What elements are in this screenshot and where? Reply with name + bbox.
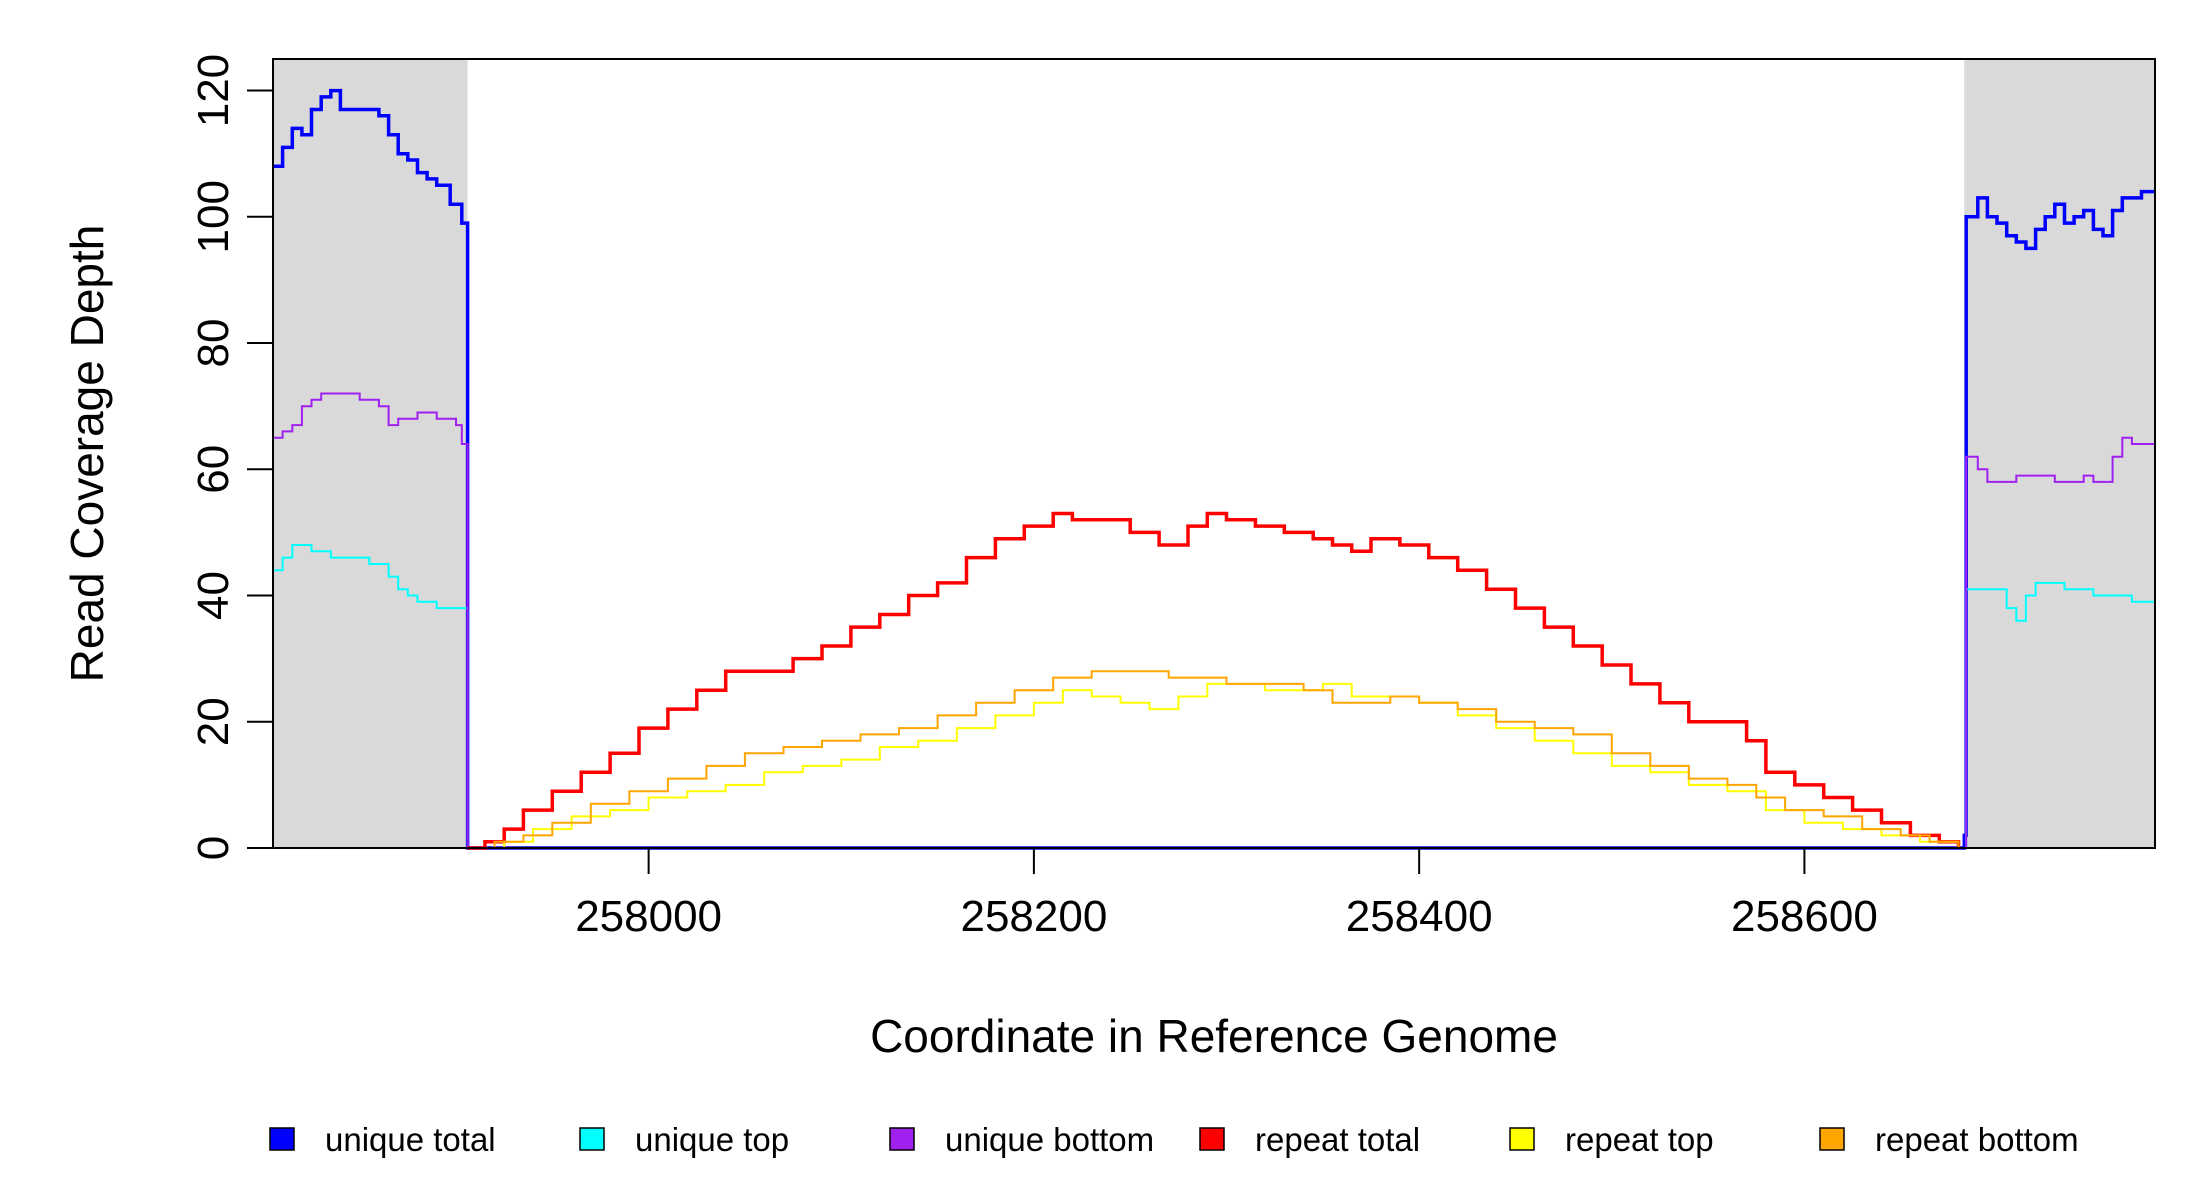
y-tick-label: 100	[189, 180, 238, 253]
shaded-region-1	[273, 59, 468, 848]
legend-swatch-unique-total	[269, 1127, 295, 1151]
series-line-unique-bottom	[273, 392, 2156, 849]
y-axis-title: Read Coverage Depth	[61, 225, 113, 683]
series-line-unique-total	[273, 88, 2155, 850]
x-tick-label: 258200	[960, 892, 1107, 941]
legend-label-repeat-bottom: repeat bottom	[1875, 1121, 2079, 1158]
series-line-unique-top	[273, 544, 2156, 849]
legend-label-unique-top: unique top	[635, 1121, 789, 1158]
x-tick-label: 258000	[575, 892, 722, 941]
legend-label-repeat-total: repeat total	[1255, 1121, 1420, 1158]
legend-swatch-repeat-top	[1509, 1127, 1535, 1151]
series-lines	[273, 88, 2156, 850]
series-line-repeat-bottom	[467, 670, 1960, 849]
x-axis-title: Coordinate in Reference Genome	[870, 1010, 1558, 1062]
plot-frame	[272, 58, 2156, 849]
legend: unique total unique top unique bottom repea…	[269, 1121, 2079, 1158]
x-tick-label: 258400	[1346, 892, 1493, 941]
x-axis: 258000 258200 258400 258600	[575, 847, 1878, 941]
x-tick-label: 258600	[1731, 892, 1878, 941]
y-tick-label: 80	[189, 319, 238, 368]
y-tick-label: 40	[189, 571, 238, 620]
y-tick-label: 0	[189, 836, 238, 860]
shaded-region-2	[1964, 59, 2155, 848]
legend-swatch-unique-bottom	[889, 1127, 915, 1151]
legend-label-repeat-top: repeat top	[1565, 1121, 1714, 1158]
y-axis: 0 20 40 60 80 100 120	[189, 54, 273, 860]
y-tick-label: 60	[189, 445, 238, 494]
y-tick-label: 120	[189, 54, 238, 127]
y-tick-label: 20	[189, 697, 238, 746]
legend-swatch-repeat-bottom	[1819, 1127, 1845, 1151]
legend-label-unique-total: unique total	[325, 1121, 496, 1158]
shaded-regions	[273, 59, 2155, 848]
legend-label-unique-bottom: unique bottom	[945, 1121, 1154, 1158]
series-line-repeat-top	[467, 682, 1960, 849]
legend-swatch-repeat-total	[1199, 1127, 1225, 1151]
series-line-repeat-total	[467, 511, 1961, 850]
legend-swatch-unique-top	[579, 1127, 605, 1151]
